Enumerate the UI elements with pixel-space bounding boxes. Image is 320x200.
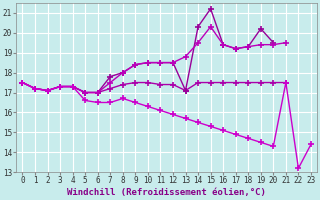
X-axis label: Windchill (Refroidissement éolien,°C): Windchill (Refroidissement éolien,°C) [67, 188, 266, 197]
